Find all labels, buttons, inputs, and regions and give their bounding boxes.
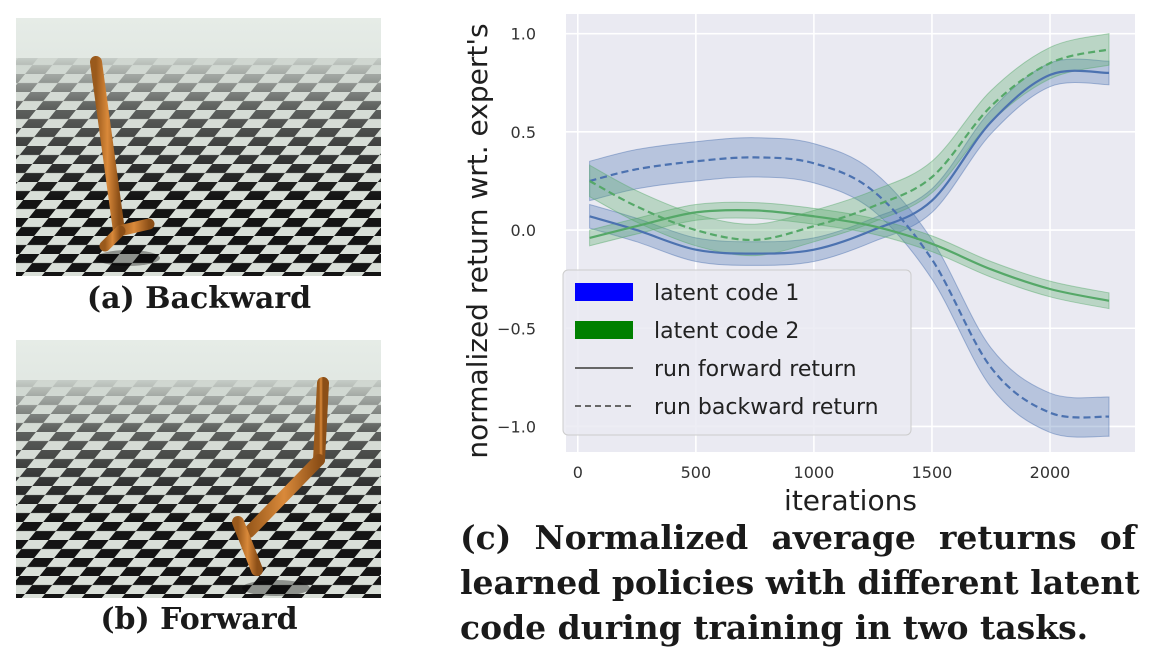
band-code2-dashed [589,32,1110,257]
band-code2-solid [589,201,1110,310]
backward-robot-image [16,18,381,276]
y-tick-label: 0.5 [511,123,536,142]
legend-label: latent code 1 [654,281,799,306]
returns-chart: 0 500 1000 1500 2000 1.0 0.5 0.0 −0.5 −1.0 itera… [461,14,1135,512]
confidence-bands [589,32,1110,438]
caption-backward: (a) Backward [86,281,312,316]
y-tick-label: −0.5 [497,319,536,338]
x-axis-label: iterations [784,484,917,512]
caption-forward: (b) Forward [100,602,298,637]
caption-line-3: code during training in two tasks. [460,608,1089,647]
line-code1-dashed [589,156,1110,419]
x-tick-label: 0 [573,463,583,482]
series-lines [589,48,1110,419]
caption-line-2: learned policies with different latent [460,563,1140,602]
legend-label: run backward return [654,395,879,420]
y-tick-label: 1.0 [511,25,536,44]
line-code2-dashed [589,48,1110,242]
legend-label: run forward return [654,357,857,382]
x-tick-labels: 0 500 1000 1500 2000 [573,463,1071,482]
x-tick-label: 2000 [1030,463,1071,482]
band-code1-dashed [589,137,1110,438]
line-code1-solid [589,69,1110,255]
forward-robot-image [16,340,381,598]
y-tick-label: 0.0 [511,221,536,240]
legend-swatch [575,321,633,339]
legend-swatch [575,283,633,301]
y-tick-label: −1.0 [497,417,536,436]
legend: latent code 1 latent code 2 run forward re… [562,269,912,436]
legend-frame [562,269,912,436]
caption-line-1: (c) Normalized average returns of [460,518,1136,557]
line-code2-solid [589,208,1110,302]
x-tick-label: 500 [681,463,712,482]
band-code1-solid [589,58,1110,266]
caption-normalized-returns: (c) Normalized average returns of learne… [460,515,1140,650]
legend-label: latent code 2 [654,319,799,344]
y-axis-label: normalized return wrt. expert's [461,23,494,458]
x-tick-label: 1000 [794,463,835,482]
x-tick-label: 1500 [912,463,953,482]
y-tick-labels: 1.0 0.5 0.0 −0.5 −1.0 [497,25,536,437]
